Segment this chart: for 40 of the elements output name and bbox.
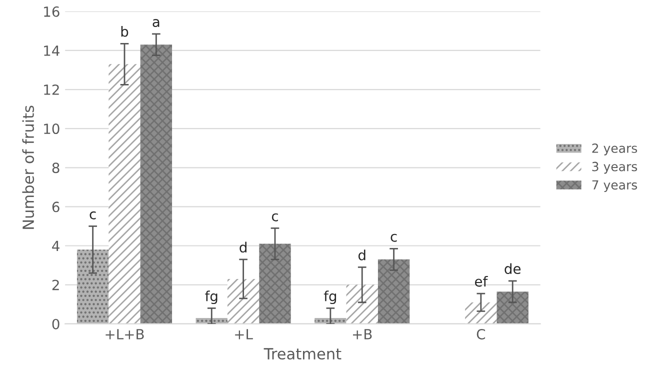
y-tick-label: 10 (44, 124, 60, 134)
bar (108, 64, 140, 324)
x-axis-title: Treatment (264, 348, 342, 360)
y-tick-label: 12 (44, 84, 59, 95)
legend-label: 3 years (592, 162, 638, 174)
data-label: c (272, 213, 278, 222)
y-tick-label: 2 (52, 280, 59, 290)
x-tick-label: +L+B (106, 329, 144, 340)
bar (346, 284, 378, 324)
x-tick-label: +B (353, 329, 372, 340)
data-label: c (90, 211, 96, 220)
bar (259, 244, 291, 324)
data-label: d (358, 250, 366, 260)
data-label: b (121, 26, 128, 37)
y-tick-label: 16 (44, 6, 60, 17)
legend-label: 2 years (592, 143, 638, 156)
bar (496, 292, 528, 324)
data-label: a (152, 19, 160, 28)
legend-label: 7 years (592, 180, 638, 192)
bar (378, 259, 410, 324)
y-tick-label: 6 (52, 202, 60, 212)
data-label: ef (474, 276, 488, 287)
bar (314, 318, 346, 324)
data-label: fg (205, 290, 218, 304)
data-label: d (240, 242, 246, 253)
bar (196, 318, 228, 324)
y-tick-label: 4 (52, 240, 60, 252)
y-tick-label: 14 (44, 46, 60, 56)
y-tick-label: 8 (52, 162, 60, 174)
bar (227, 278, 260, 324)
x-tick-label: C (476, 328, 486, 340)
y-axis-title: Number of fruits (22, 106, 34, 229)
bar (465, 302, 497, 324)
bar (76, 250, 109, 324)
bar (140, 44, 172, 324)
y-tick-label: 0 (52, 318, 60, 330)
data-label: fg (324, 290, 336, 304)
data-label: c (390, 234, 397, 242)
x-tick-label: +L (235, 329, 253, 340)
data-label: de (504, 263, 521, 274)
